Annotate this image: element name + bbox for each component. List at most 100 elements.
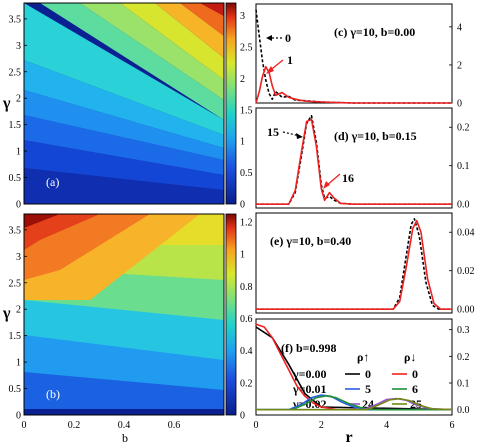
heatmap-a-ytick: 0 <box>16 200 21 211</box>
panel-f-title: (f) b=0.998 <box>281 341 337 355</box>
heatmap-b-xtick: 0.2 <box>68 420 81 431</box>
colorbar-b-tick: 0.8 <box>240 282 253 293</box>
series-line <box>256 219 452 311</box>
panel-e-frame <box>255 212 453 314</box>
d-note-16: 16 <box>342 171 354 185</box>
heatmap-a-band-2 <box>24 140 224 190</box>
series-line <box>256 118 452 205</box>
heatmap-a-ylabel: γ <box>2 95 11 112</box>
heatmap-b-ytick: 2 <box>16 305 21 316</box>
heatmap-b-ytick: 3 <box>16 252 21 263</box>
colorbar-a-tick: 3 <box>240 11 245 22</box>
panel-ytick: 0.02 <box>457 266 475 277</box>
heatmap-a-band-1 <box>24 168 224 204</box>
colorbar-a-tick: 0.5 <box>240 168 253 179</box>
panel-ytick: 0.04 <box>457 228 475 239</box>
curves <box>255 9 453 411</box>
c-arrowhead-0 <box>266 35 272 41</box>
panel-ytick: 0.2 <box>457 123 470 134</box>
heatmap-a-band-6 <box>24 3 224 135</box>
heatmap-a-band-10 <box>155 3 224 58</box>
f-row1-down: 6 <box>412 382 418 396</box>
heatmap-b-xtick: 0.4 <box>118 420 131 431</box>
heatmap-b-ytick: 0.5 <box>9 384 22 395</box>
heatmap-b-ylabel: γ <box>2 305 11 322</box>
heatmap-b-xtick: 0.6 <box>168 420 181 431</box>
panel-c-title: (c) γ=10, b=0.00 <box>334 25 415 39</box>
colorbar-a-tick: 1.5 <box>240 105 253 116</box>
heatmap-a-frame <box>23 2 225 205</box>
panel-d-title: (d) γ=10, b=0.15 <box>334 129 417 143</box>
panel-ytick: 4 <box>457 22 462 33</box>
heatmap-a-ytick: 3 <box>16 41 21 52</box>
heatmap-b-label: (b) <box>46 387 60 401</box>
c-note-1: 1 <box>287 53 293 67</box>
heatmap-a-band-11 <box>180 3 224 36</box>
heatmap-a-ytick: 2.5 <box>9 67 22 78</box>
d-arrow-15 <box>282 131 301 137</box>
colorbar-b-tick: 0.6 <box>240 314 253 325</box>
series-line <box>256 397 453 411</box>
heatmap-a-ytick: 1.5 <box>9 120 22 131</box>
colorbar-a-tick: 0 <box>240 200 245 211</box>
panel-f-xtick: 0 <box>254 420 259 431</box>
heatmap-b-frame <box>23 213 225 416</box>
panel-ytick: 0.3 <box>457 325 470 336</box>
series-line <box>256 218 452 311</box>
heatmap-b-xlabel: b <box>122 431 128 445</box>
panel-f-xtick: 2 <box>319 420 324 431</box>
panel-ytick: 0.0 <box>457 405 470 416</box>
panel-ytick: 0.1 <box>457 161 470 172</box>
r-axis-label: r <box>345 429 352 445</box>
panel-c-frame <box>255 3 453 104</box>
colorbar-b-tick: 0.2 <box>240 378 253 389</box>
panel-f-xtick: 4 <box>384 420 389 431</box>
panel-ytick: 0.2 <box>457 352 470 363</box>
panel-ytick: 0.0 <box>457 200 470 211</box>
heatmap-a-ytick: 0.5 <box>9 173 22 184</box>
d-arrowhead-16 <box>323 181 330 189</box>
panel-f-frame <box>255 318 453 416</box>
colorbar-b-tick: 0 <box>240 411 245 422</box>
heatmap-b-ytick: 1 <box>16 358 21 369</box>
heatmap-a-band-8 <box>80 3 224 100</box>
colorbar-a-tick: 2 <box>240 74 245 85</box>
heatmap-a-ytick: 3.5 <box>9 14 22 25</box>
heatmap-a-label: (a) <box>46 175 59 189</box>
f-rho-down: ρ↓ <box>404 350 416 364</box>
heatmap-b-band-9 <box>24 214 100 250</box>
heatmap-a-ytick: 2 <box>16 94 21 105</box>
panel-ytick: 0 <box>457 99 462 110</box>
tick-labels: 0 0.5 1 1.5 2 2.5 3 3.5 0 0.5 1 1.5 2 2.5 3 0 0.5 1 1.5 2 2.… <box>9 11 475 431</box>
c-note-0: 0 <box>285 31 291 45</box>
colorbar-b-tick: 0.4 <box>240 346 253 357</box>
f-row0-label: γ=0.00 <box>292 367 326 381</box>
heatmap-a-band-5 <box>24 60 224 148</box>
f-row0-up: 0 <box>365 367 371 381</box>
colorbar-a <box>225 2 237 205</box>
heatmap-a-ytick: 1 <box>16 147 21 158</box>
colorbar-b-tick: 1.2 <box>240 218 253 229</box>
heatmap-b <box>24 214 224 415</box>
heatmap-a <box>24 3 224 204</box>
colorbar-a-tick: 2.5 <box>240 42 253 53</box>
heatmap-b-ytick: 1.5 <box>9 331 22 342</box>
panel-e-title: (e) γ=10, b=0.40 <box>270 234 351 248</box>
panel-ytick: 2 <box>457 60 462 71</box>
heatmap-b-xtick: 0 <box>22 420 27 431</box>
heatmap-b-ytick: 3.5 <box>9 225 22 236</box>
heatmap-a-band-12 <box>200 3 224 16</box>
heatmap-a-band-9 <box>120 3 224 80</box>
series-line <box>255 66 452 104</box>
colorbar-b-tick: 1 <box>240 250 245 261</box>
f-row1-up: 5 <box>365 382 371 396</box>
series-line <box>255 323 452 411</box>
f-row1-label: γ=0.01 <box>292 382 326 396</box>
heatmap-b-ytick: 2.5 <box>9 278 22 289</box>
d-arrowhead-15 <box>296 133 303 139</box>
f-row0-down: 0 <box>412 367 418 381</box>
panel-d-frame <box>255 107 453 209</box>
colorbar-a-tick: 1 <box>240 137 245 148</box>
series-line <box>255 326 453 411</box>
